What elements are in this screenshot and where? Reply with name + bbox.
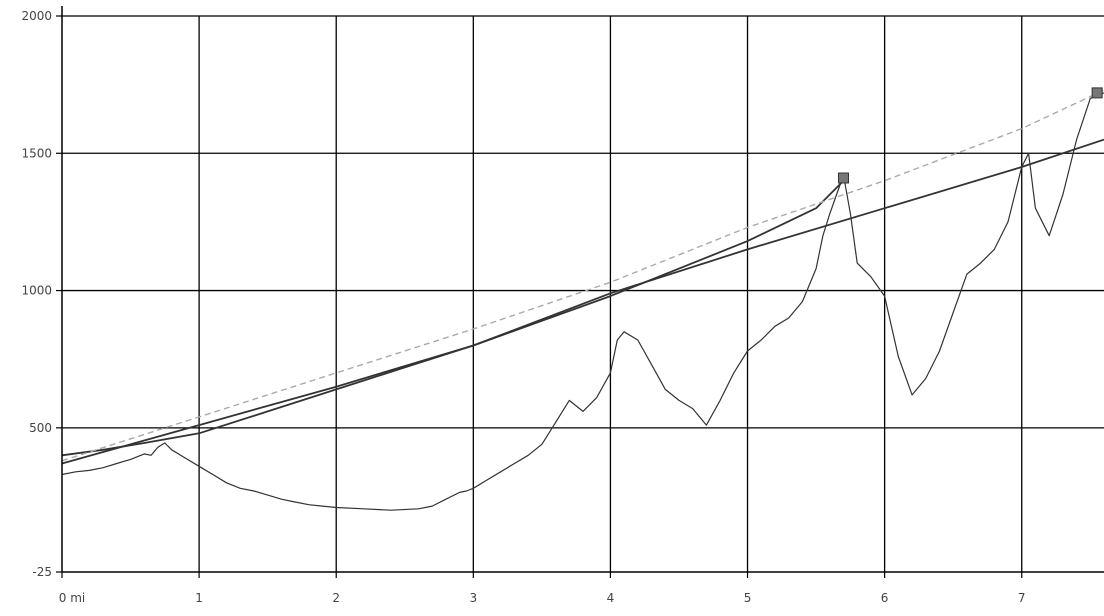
- markers-group: [838, 87, 1103, 184]
- y-tick-label-3: 500: [29, 421, 52, 435]
- x-tick-label-7: 7: [1018, 591, 1026, 605]
- series-group: [61, 89, 1104, 511]
- x-tick-label-4: 4: [607, 591, 615, 605]
- x-tick-label-1: 1: [195, 591, 203, 605]
- x-tick-label-3: 3: [469, 591, 477, 605]
- y-tick-label-2: 1000: [21, 284, 52, 298]
- x-tick-label-0: 0 mi: [59, 591, 85, 605]
- y-tick-label-4: -25: [32, 565, 52, 579]
- x-tick-label-5: 5: [744, 591, 752, 605]
- y-tick-labels: 2000 1500 1000 500 -25: [21, 9, 52, 579]
- x-tick-label-2: 2: [332, 591, 340, 605]
- marker-point-1: [1091, 87, 1103, 99]
- x-tick-labels: 0 mi 1 2 3 4 5 6 7: [59, 591, 1026, 605]
- y-tick-label-0: 2000: [21, 9, 52, 23]
- series-line-0: [61, 92, 1104, 511]
- series-line-2: [61, 138, 1104, 465]
- x-tick-label-6: 6: [881, 591, 889, 605]
- marker-point-0: [838, 172, 849, 184]
- axes: [56, 6, 1104, 578]
- y-tick-label-1: 1500: [21, 146, 52, 160]
- grid-lines: [62, 15, 1104, 572]
- series-line-3: [61, 89, 1104, 462]
- series-line-1: [61, 180, 845, 457]
